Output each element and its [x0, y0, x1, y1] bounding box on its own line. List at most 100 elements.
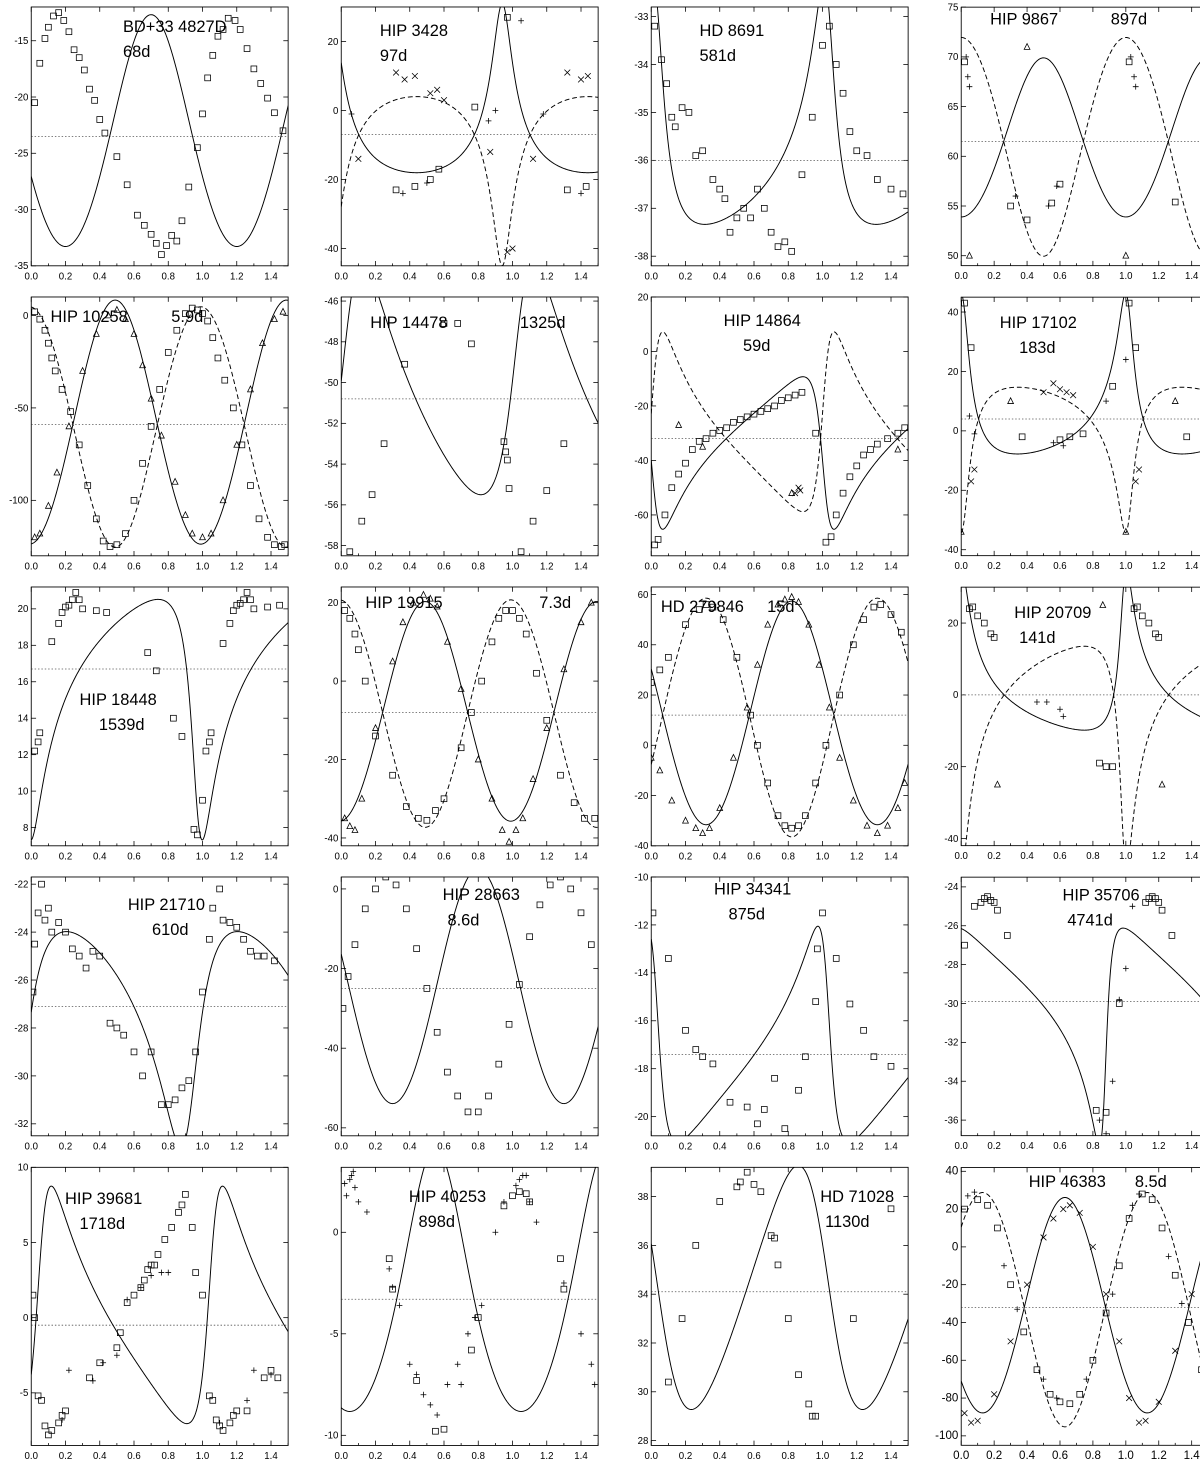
data-point-plus	[513, 1182, 519, 1189]
data-point-square	[709, 603, 717, 611]
data-point-square	[243, 45, 251, 52]
data-point-triangle	[993, 780, 1001, 788]
data-point-square	[533, 669, 540, 677]
data-point-plus	[1012, 193, 1019, 199]
data-point-square	[967, 344, 975, 351]
x-tick-label: 0.6	[127, 1141, 140, 1152]
data-point-square	[368, 491, 376, 498]
data-point-square	[175, 1209, 182, 1216]
data-point-triangle	[92, 329, 100, 337]
data-point-square	[346, 615, 354, 622]
data-point-square	[658, 56, 665, 63]
data-point-square	[192, 1048, 199, 1056]
data-point-square	[1125, 1215, 1133, 1222]
data-point-square	[570, 799, 578, 806]
x-tick-label: 0.4	[403, 561, 417, 572]
y-tick-label: 20	[638, 690, 649, 701]
y-tick-label: -18	[634, 1064, 648, 1075]
data-point-square	[836, 691, 843, 699]
data-point-square	[113, 1344, 121, 1352]
x-tick-label: 0.4	[713, 561, 727, 572]
data-point-square	[171, 1096, 179, 1104]
rv-panel-14: 0.0 0.2 0.4 0.6 0.8 1.0 1.2 1.4 0 -20 -40 -60 HIP 28…	[320, 870, 602, 1165]
data-point-triangle	[788, 488, 796, 496]
data-point-square	[226, 1419, 234, 1427]
y-tick-label: -30	[944, 999, 958, 1010]
data-point-triangle	[426, 594, 434, 602]
data-point-triangle	[65, 422, 73, 430]
data-point-square	[502, 607, 509, 614]
data-point-triangle	[104, 311, 112, 319]
period-label: 4741d	[1067, 911, 1113, 929]
data-point-square	[48, 928, 56, 936]
star-name-label: HIP 21710	[128, 896, 205, 914]
y-tick-label: -40	[324, 244, 338, 255]
primary-orbit-curve	[651, 376, 909, 530]
data-point-square	[454, 1092, 461, 1100]
data-point-plus	[59, 1417, 65, 1423]
x-tick-label: 1.2	[850, 1141, 863, 1152]
x-tick-label: 0.6	[1053, 271, 1066, 282]
data-point-plus	[268, 1371, 274, 1378]
data-point-triangle	[849, 796, 857, 804]
x-tick-label: 0.6	[127, 851, 140, 862]
data-point-square	[158, 251, 165, 258]
data-point-square	[990, 899, 998, 906]
x-tick-label: 1.4	[264, 1141, 278, 1152]
rv-chart-5: 0.0 0.2 0.4 0.6 0.8 1.0 1.2 1.4 0 -50 -100 HIP 1025…	[9, 296, 289, 572]
data-point-square	[389, 771, 396, 779]
rv-chart-7: 0.0 0.2 0.4 0.6 0.8 1.0 1.2 1.4 20 0 -20 -40 -60 HIP …	[634, 292, 909, 572]
data-point-triangle	[181, 510, 189, 518]
data-point-square	[726, 228, 734, 236]
x-tick-label: 0.2	[987, 561, 1000, 572]
data-point-square	[70, 46, 78, 54]
data-point-square	[219, 916, 227, 924]
data-point-square	[721, 195, 729, 202]
data-point-square	[206, 738, 213, 746]
data-point-plus	[244, 1397, 250, 1404]
data-point-square	[351, 630, 359, 638]
y-tick-label: 0	[643, 741, 648, 752]
data-point-square	[682, 459, 689, 467]
data-point-square	[130, 1291, 138, 1299]
x-tick-label: 0.4	[1020, 851, 1034, 862]
secondary-orbit-curve	[341, 599, 599, 828]
data-point-square	[413, 1377, 420, 1384]
data-point-square	[1115, 1262, 1123, 1270]
data-point-square	[55, 620, 62, 627]
x-tick-label: 0.2	[987, 271, 1000, 282]
y-tick-label: -36	[634, 156, 648, 167]
x-tick-label: 1.4	[1184, 1450, 1200, 1462]
data-point-plus	[427, 1401, 434, 1408]
data-point-square	[45, 904, 52, 912]
y-tick-label: -14	[634, 968, 649, 979]
primary-orbit-curve	[31, 1185, 289, 1425]
data-point-square	[832, 511, 840, 519]
y-tick-label: 38	[638, 1192, 649, 1203]
period-label: 8.5d	[1135, 1173, 1167, 1191]
data-point-square	[55, 1419, 62, 1427]
data-point-square	[771, 1234, 778, 1242]
x-tick-label: 0.4	[93, 271, 107, 282]
y-tick-label: -10	[634, 872, 648, 883]
data-point-square	[961, 58, 968, 66]
rv-chart-15: 0.0 0.2 0.4 0.6 0.8 1.0 1.2 1.4 -10 -12 -14 -16 -18 -…	[634, 872, 909, 1152]
data-point-plus	[1116, 996, 1123, 1003]
plot-frame	[340, 6, 599, 267]
data-point-square	[41, 1422, 49, 1430]
data-point-cross	[1040, 1234, 1047, 1241]
data-point-square	[403, 905, 410, 913]
data-point-square	[45, 23, 52, 31]
y-tick-label: -33	[634, 12, 648, 23]
x-tick-label: 1.0	[1119, 271, 1132, 282]
data-point-plus	[588, 1361, 595, 1368]
data-point-square	[257, 80, 265, 87]
data-point-plus	[343, 1192, 350, 1199]
x-tick-label: 1.0	[816, 1141, 829, 1152]
data-point-square	[188, 304, 196, 312]
x-tick-label: 1.4	[884, 1141, 898, 1152]
data-point-square	[255, 515, 263, 523]
data-point-plus	[1050, 439, 1057, 446]
x-tick-label: 1.2	[1152, 1141, 1165, 1152]
